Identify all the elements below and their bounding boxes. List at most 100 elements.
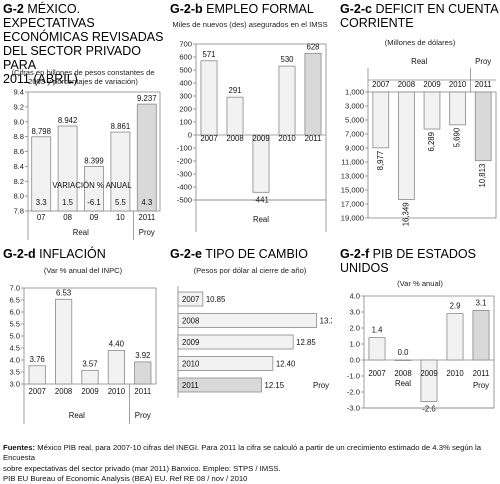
bar-value-label: 530 — [280, 55, 294, 64]
panel-subtitle-g2f: (Var % anual) — [345, 279, 495, 288]
bar-2010 — [278, 65, 296, 136]
y-tick-label: -200 — [177, 157, 192, 166]
bar-value-label: 9.237 — [137, 94, 157, 103]
bar-2010 — [177, 356, 274, 371]
footer-line: sobre expectativas del sector privado (m… — [3, 463, 281, 473]
y-tick-label: -3.0 — [347, 404, 360, 413]
y-tick-label: 200 — [179, 105, 192, 114]
panel-subtitle-g2d: (Var % anual del INPC) — [3, 266, 163, 275]
y-tick-label: 2010 — [182, 360, 200, 369]
title-line: PIB DE ESTADOS — [372, 247, 476, 261]
growth-label: -6.1 — [87, 198, 100, 207]
bar-value-label: 1.4 — [372, 326, 384, 335]
bar-value-label: 628 — [306, 42, 319, 51]
group-label-real: Real — [73, 228, 89, 237]
y-tick-label: 4.0 — [9, 356, 20, 365]
group-label-proy: Proy — [135, 411, 151, 420]
y-tick-label: 0 — [188, 131, 192, 140]
y-tick-label: 8.0 — [13, 192, 24, 201]
bar-value-label: 12.40 — [276, 360, 296, 369]
bar-value-label: 571 — [202, 50, 215, 59]
chart-g2b-empleo: 700 600 500 400 300 200 100 0 -100 -200 -300 -400 -5… — [177, 40, 327, 232]
x-tick-label: 2008 — [226, 134, 243, 143]
group-label-proy: Proy — [313, 381, 329, 390]
title-line: CORRIENTE — [340, 16, 414, 30]
x-tick-label: 2011 — [305, 134, 322, 143]
group-label-real: Real — [411, 57, 427, 66]
bar-2008 — [226, 96, 244, 136]
bar-2011 — [136, 103, 157, 212]
group-label-proy: Proy — [475, 57, 491, 66]
chart-g2d-inflacion: 3.0 3.5 4.0 4.5 5.0 5.5 6.0 6.5 7.0 3.76 2007 6.53 2… — [9, 284, 157, 424]
x-tick-label: 2007 — [372, 80, 389, 89]
bar-2011 — [177, 377, 262, 393]
y-tick-label: 5,000 — [345, 116, 364, 125]
y-tick-label: 600 — [179, 53, 192, 62]
subtitle-line: (Pesos por dólar al cierre de año) — [193, 266, 307, 275]
group-label-real: Real — [253, 215, 269, 224]
x-tick-label: 2010 — [108, 387, 126, 396]
bar-2011 — [472, 309, 490, 361]
y-tick-label: 400 — [179, 79, 192, 88]
group-label-proy: Proy — [139, 228, 155, 237]
y-tick-label: 15,000 — [341, 186, 364, 195]
panel-title-g2d: G-2-d INFLACIÓN — [3, 247, 168, 261]
y-tick-label: 4.5 — [9, 344, 20, 353]
x-tick-label: 2010 — [278, 134, 296, 143]
y-tick-label: -2.0 — [347, 388, 360, 397]
bar-2011 — [474, 91, 492, 162]
footer-label: Fuentes: — [3, 443, 36, 452]
bar-08 — [57, 125, 78, 212]
bar-value-label: 3.92 — [135, 351, 150, 360]
growth-label: 1.5 — [62, 198, 74, 207]
bar-value-label: 6.53 — [56, 288, 71, 297]
chart-g2c-deficit: 1,000 3,000 5,000 7,000 9,000 11,000 13,000 15,… — [341, 57, 497, 226]
panel-code-g2c: G-2-c — [340, 2, 372, 16]
y-tick-label: 3.0 — [349, 308, 360, 317]
inner-label: VARIACIÓN % ANUAL — [52, 181, 132, 190]
y-tick-label: 100 — [179, 118, 192, 127]
y-tick-label: -500 — [177, 196, 192, 205]
y-tick-label: 0.0 — [349, 356, 360, 365]
bar-value-label: 13.37 — [320, 317, 332, 326]
x-tick-label: 09 — [90, 213, 99, 222]
title-line: ECONÓMICAS REVISADAS — [3, 30, 164, 44]
y-tick-label: 2007 — [182, 295, 199, 304]
sources-footer: Fuentes: México PIB real, para 2007-10 c… — [3, 443, 498, 484]
bar-2007 — [177, 291, 204, 307]
bar-07 — [31, 136, 52, 212]
growth-label: 3.3 — [36, 198, 47, 207]
panel-code-g2f: G-2-f — [340, 247, 370, 261]
title-line: DEL SECTOR PRIVADO PARA — [3, 44, 141, 72]
bar-2007 — [200, 60, 218, 136]
x-tick-label: 10 — [116, 213, 125, 222]
bar-value-label: 2.9 — [450, 302, 461, 311]
panel-title-g2e: G-2-e TIPO DE CAMBIO — [170, 247, 335, 261]
bar-value-label: 3.1 — [476, 298, 487, 307]
bar-2010 — [449, 91, 466, 126]
x-tick-label: 2010 — [449, 80, 467, 89]
y-tick-label: 6.0 — [9, 308, 20, 317]
bar-2008 — [398, 91, 415, 200]
y-tick-label: 3,000 — [345, 102, 364, 111]
y-tick-label: 8.4 — [13, 162, 24, 171]
subtitle-line: (Var % anual) — [397, 279, 443, 288]
subtitle-line: (Cifras en billones de pesos constantes … — [11, 68, 155, 77]
panel-title-g2: G-2 MÉXICO. EXPECTATIVAS ECONÓMICAS REVI… — [3, 2, 168, 86]
bar-value-label: 4.40 — [109, 339, 125, 348]
title-line: TIPO DE CAMBIO — [205, 247, 308, 261]
footer-line: México PIB real, para 2007-10 cifras del… — [3, 443, 482, 463]
bar-value-label: -2.6 — [422, 405, 435, 414]
y-tick-label: 1.0 — [349, 340, 360, 349]
subtitle-line: (Var % anual del INPC) — [43, 266, 123, 275]
bar-09 — [84, 166, 104, 212]
panel-code-g2b: G-2-b — [170, 2, 203, 16]
y-tick-label: 13,000 — [341, 172, 364, 181]
panel-subtitle-g2e: (Pesos por dólar al cierre de año) — [170, 266, 330, 275]
title-line: INFLACIÓN — [39, 247, 106, 261]
bar-value-label: 291 — [228, 86, 241, 95]
growth-label: 5.5 — [115, 198, 127, 207]
y-tick-label: 17,000 — [341, 200, 364, 209]
y-tick-label: 11,000 — [341, 158, 364, 167]
x-tick-label: 08 — [63, 213, 72, 222]
